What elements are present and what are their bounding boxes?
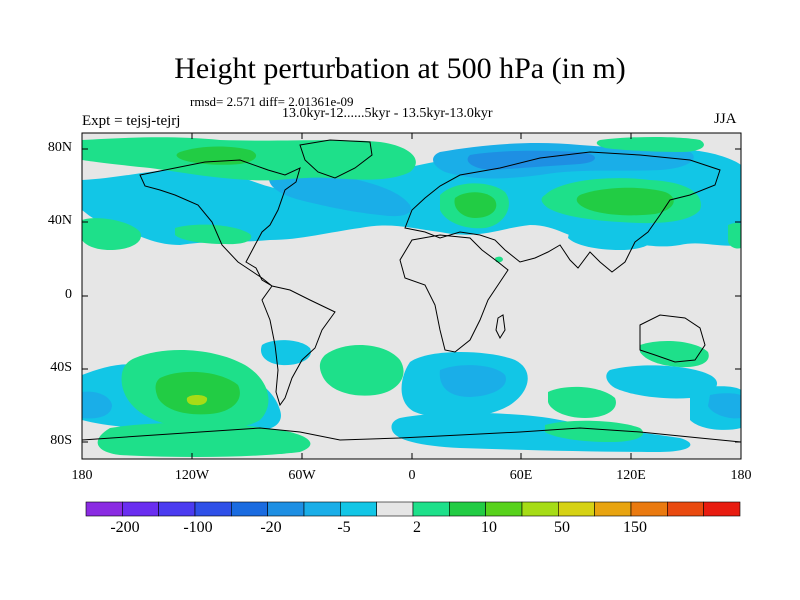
colorbar-swatch-11 <box>449 501 486 517</box>
anomaly-region-north-atlantic <box>269 172 411 217</box>
colorbar-label-8: 150 <box>623 519 647 536</box>
anomaly-region-south-pacific-core <box>155 371 240 415</box>
anomaly-region-south-america-low <box>260 340 311 366</box>
coastline-greenland <box>299 139 373 179</box>
lat-ticks <box>82 148 741 443</box>
map-title: Height perturbation at 500 hPa (in m) <box>174 52 626 85</box>
colorbar-label-3: -20 <box>260 519 282 536</box>
colorbar-label-2: -100 <box>183 519 213 536</box>
anomaly-region-tasman-low <box>606 365 718 399</box>
lon-label-120e: 120E <box>616 468 646 483</box>
period-line: 13.0kyr-12......5kyr - 13.5kyr-13.0kyr <box>282 106 493 121</box>
coastline-africa <box>399 234 509 353</box>
colorbar-swatch-12 <box>485 501 523 517</box>
colorbar-label-1: -200 <box>110 519 140 536</box>
coastline-madagascar <box>495 314 506 340</box>
anomaly-region-south-atlantic-high <box>319 344 404 396</box>
colorbar-label-7: 50 <box>554 519 570 536</box>
coastline-eurasia <box>404 151 721 273</box>
lat-label-0: 0 <box>65 287 72 302</box>
colorbar-swatch-6 <box>267 501 305 517</box>
colorbar-swatch-4 <box>194 501 232 517</box>
map-panel <box>82 133 741 459</box>
colorbar-swatch-17 <box>667 501 704 517</box>
lon-label-60e: 60E <box>509 468 533 483</box>
colorbar-swatch-18 <box>703 501 741 517</box>
lon-ticks <box>81 133 742 459</box>
anomaly-region-nh-band <box>82 149 741 247</box>
stats-line: rmsd= 2.571 diff= 2.01361e-09 <box>190 94 354 109</box>
anomaly-region-pacific-mid <box>175 224 252 245</box>
colorbar-label-5: 2 <box>413 519 421 536</box>
colorbar-label-6: 10 <box>481 519 497 536</box>
colorbar-swatch-9 <box>376 501 414 517</box>
anomaly-region-south-pacific-peak <box>186 395 208 406</box>
anomaly-region-ne-pacific <box>596 137 704 152</box>
anomaly-region-indian-high <box>548 386 616 418</box>
anomaly-region-sh-west-low <box>82 391 112 419</box>
colorbar-swatch-10 <box>412 501 450 517</box>
colorbar-swatch-7 <box>303 501 341 517</box>
lon-label-60w: 60W <box>288 468 316 483</box>
coastline-australia <box>639 314 706 363</box>
colorbar-swatch-8 <box>340 501 377 517</box>
anomaly-region-sh-east-core <box>708 393 741 419</box>
colorbar-swatch-3 <box>158 501 196 517</box>
colorbar-swatch-15 <box>594 501 632 517</box>
coastlines <box>82 139 741 443</box>
anomaly-region-antarctic <box>97 422 311 457</box>
experiment-label: Expt = tejsj-tejrj <box>82 113 181 129</box>
anomaly-region-asia-core <box>576 187 674 216</box>
anomaly-region-west-pacific-high <box>728 222 741 249</box>
lat-label-80s: 80S <box>50 433 72 448</box>
lon-label-0: 0 <box>408 468 416 483</box>
anomaly-region-ne-pacific-high <box>82 218 141 250</box>
anomaly-region-antarctic-east <box>391 412 691 452</box>
lat-label-80n: 80N <box>47 140 72 155</box>
lat-label-40n: 40N <box>47 213 72 228</box>
anomaly-region-antarctic-pos <box>545 420 644 442</box>
colorbar-swatch-13 <box>521 501 559 517</box>
season-label: JJA <box>714 111 737 127</box>
lon-label-180e: 180 <box>730 468 752 483</box>
coastline-south-america <box>261 285 336 407</box>
colorbar-swatch-14 <box>558 501 595 517</box>
colorbar-swatch-2 <box>122 501 159 517</box>
lat-label-40s: 40S <box>50 360 72 375</box>
colorbar-label-4: -5 <box>337 519 351 536</box>
anomaly-region-europe-core <box>454 192 497 218</box>
anomaly-region-south-indian-core <box>439 365 506 397</box>
colorbar <box>85 501 741 517</box>
colorbar-swatch-16 <box>630 501 668 517</box>
anomaly-region-china-low <box>568 223 654 250</box>
coastline-antarctica <box>82 427 741 443</box>
colorbar-swatch-1 <box>85 501 123 517</box>
lon-label-120w: 120W <box>174 468 210 483</box>
coastline-north-america <box>139 159 301 287</box>
colorbar-swatch-5 <box>231 501 268 517</box>
lon-label-180w: 180 <box>71 468 93 483</box>
